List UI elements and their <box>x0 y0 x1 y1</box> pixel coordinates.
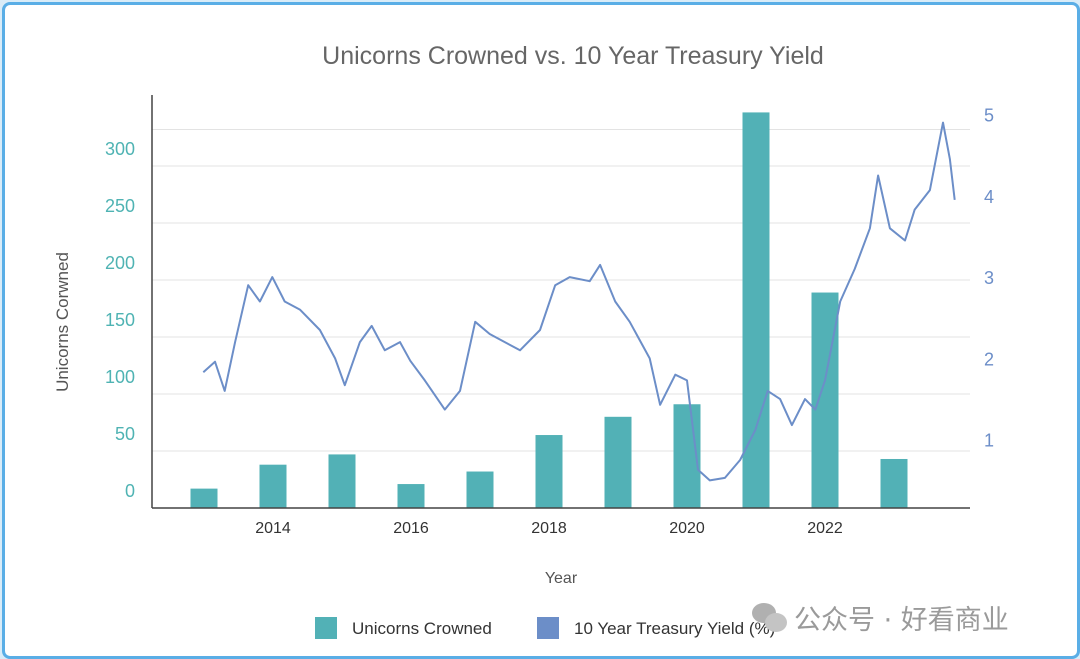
treasury-yield-line <box>202 121 956 482</box>
legend-swatch-yield <box>537 617 559 639</box>
legend-label-unicorns: Unicorns Crowned <box>352 619 492 638</box>
legend-label-yield: 10 Year Treasury Yield (%) <box>574 619 775 638</box>
bar-2021 <box>742 112 770 509</box>
wechat-icon <box>752 602 788 633</box>
x-tick-label: 2020 <box>669 520 705 537</box>
y-right-tick-label: 5 <box>984 106 994 126</box>
bar-2018 <box>535 435 563 508</box>
x-tick-label: 2022 <box>807 520 843 537</box>
y-left-tick-label: 250 <box>105 196 135 216</box>
y-left-tick-label: 200 <box>105 253 135 273</box>
y-left-tick-label: 300 <box>105 139 135 159</box>
y-right-tick-label: 4 <box>984 187 994 207</box>
x-tick-label: 2014 <box>255 520 291 537</box>
x-axis-label: Year <box>545 570 578 587</box>
watermark: 公众号 · 好看商业 <box>752 598 1009 637</box>
legend-swatch-unicorns <box>315 617 337 639</box>
y-left-tick-label: 100 <box>105 367 135 387</box>
y-left-tick-label: 0 <box>125 481 135 501</box>
bar-2016 <box>397 484 425 508</box>
x-tick-label: 2016 <box>393 520 429 537</box>
bar-2017 <box>466 471 494 508</box>
bar-2013 <box>190 488 218 508</box>
y-right-tick-label: 1 <box>984 431 994 451</box>
bar-2014 <box>259 464 287 508</box>
legend: Unicorns Crowned 10 Year Treasury Yield … <box>315 617 775 639</box>
y-left-tick-label: 50 <box>115 424 135 444</box>
bar-2015 <box>328 454 356 508</box>
bar-2019 <box>604 416 632 508</box>
watermark-text: 公众号 · 好看商业 <box>794 605 1009 636</box>
y-left-tick-label: 150 <box>105 310 135 330</box>
chart-title: Unicorns Crowned vs. 10 Year Treasury Yi… <box>322 42 824 70</box>
y-right-tick-label: 3 <box>984 268 994 288</box>
y-axis-label: Unicorns Corwned <box>53 252 72 392</box>
x-tick-label: 2018 <box>531 520 567 537</box>
y-right-tick-label: 2 <box>984 349 994 369</box>
bar-2023 <box>880 458 908 508</box>
bar-2022 <box>811 292 839 508</box>
